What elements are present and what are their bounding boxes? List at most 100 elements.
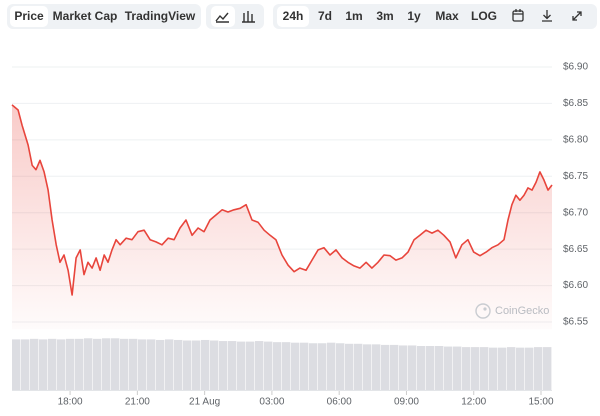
range-button[interactable]: 24h <box>283 9 304 23</box>
y-tick-label: $6.55 <box>563 317 588 328</box>
volume-bar <box>84 338 93 390</box>
range-button[interactable]: 7d <box>318 9 332 23</box>
volume-bar <box>336 343 345 390</box>
volume-bar <box>354 343 363 390</box>
volume-bar <box>246 341 255 390</box>
volume-bar <box>480 347 489 390</box>
download-icon[interactable] <box>542 10 552 22</box>
volume-bar <box>543 347 552 390</box>
volume-bar <box>300 342 309 390</box>
volume-bar <box>120 338 129 390</box>
volume-bar <box>192 340 201 390</box>
volume-bar <box>426 346 435 390</box>
range-button[interactable]: 3m <box>376 9 393 23</box>
volume-bar <box>111 338 120 390</box>
volume-bar <box>444 346 453 390</box>
volume-bar <box>228 341 237 390</box>
line-icon <box>215 12 229 23</box>
volume-bar <box>201 339 210 390</box>
volume-bar <box>489 347 498 390</box>
range-button[interactable]: LOG <box>471 9 497 23</box>
volume-bar <box>66 338 75 390</box>
volume-bar <box>390 344 399 390</box>
volume-bar <box>237 341 246 390</box>
price-line <box>11 104 553 296</box>
volume-bar <box>291 342 300 390</box>
volume-bar <box>156 339 165 390</box>
line-style-button[interactable] <box>211 6 235 27</box>
volume-bar <box>525 347 534 390</box>
volume-bar <box>516 347 525 390</box>
x-tick-label: 18:00 <box>58 397 83 408</box>
x-tick-label: 21:00 <box>125 397 150 408</box>
volume-bar <box>507 347 516 390</box>
volume-bar <box>417 346 426 390</box>
active-view-bg <box>10 6 48 27</box>
volume-bar <box>498 347 507 390</box>
volume-bar <box>39 339 48 390</box>
volume-bar <box>327 342 336 390</box>
y-tick-label: $6.85 <box>563 98 588 109</box>
volume-bar <box>462 347 471 390</box>
x-tick-label: 03:00 <box>259 397 284 408</box>
volume-bar <box>372 344 381 390</box>
volume-bar <box>174 339 183 390</box>
volume-bar <box>102 338 111 390</box>
volume-bar <box>408 345 417 390</box>
volume-bar <box>48 338 57 390</box>
volume-bar <box>210 340 219 390</box>
volume-bar <box>381 344 390 390</box>
x-tick-label: 06:00 <box>327 397 352 408</box>
volume-bar <box>165 339 174 390</box>
y-tick-label: $6.90 <box>563 62 588 73</box>
volume-bar <box>129 338 138 390</box>
x-tick-label: 09:00 <box>394 397 419 408</box>
volume-bar <box>471 347 480 390</box>
volume-bar <box>435 346 444 390</box>
view-group <box>7 4 201 29</box>
volume-bar <box>264 341 273 390</box>
watermark: CoinGecko <box>475 303 549 319</box>
volume-bar <box>183 340 192 390</box>
volume-bar <box>309 343 318 390</box>
calendar-icon[interactable] <box>512 9 524 22</box>
volume-bar <box>21 339 30 390</box>
volume-bar <box>255 341 264 390</box>
volume-bar <box>75 338 84 390</box>
y-tick-label: $6.80 <box>563 134 588 145</box>
x-tick-label: 15:00 <box>528 397 553 408</box>
volume-bar <box>318 343 327 390</box>
volume-bar <box>12 339 21 390</box>
view-button[interactable]: TradingView <box>125 9 196 23</box>
volume-bar <box>534 347 543 390</box>
x-tick-label: 12:00 <box>461 397 486 408</box>
range-button[interactable]: 1m <box>345 9 362 23</box>
volume-bar <box>399 345 408 390</box>
watermark-text: CoinGecko <box>495 305 549 317</box>
x-tick-label: 21 Aug <box>189 397 220 408</box>
expand-icon[interactable] <box>572 11 582 21</box>
volume-bar <box>147 339 156 390</box>
volume-bar <box>363 344 372 390</box>
y-tick-label: $6.75 <box>563 171 588 182</box>
volume-bar <box>57 339 66 390</box>
volume-bar <box>345 343 354 390</box>
candle-icon[interactable] <box>242 11 255 23</box>
volume-bar <box>273 342 282 390</box>
volume-bar <box>453 346 462 390</box>
volume-bar <box>30 338 39 390</box>
active-range-bg <box>277 6 309 27</box>
volume-bar <box>282 342 291 390</box>
y-tick-label: $6.65 <box>563 244 588 255</box>
view-button[interactable]: Price <box>14 9 44 23</box>
range-button[interactable]: Max <box>435 9 459 23</box>
range-button[interactable]: 1y <box>407 9 421 23</box>
y-tick-label: $6.60 <box>563 280 588 291</box>
volume-bar <box>138 339 147 390</box>
view-button[interactable]: Market Cap <box>53 9 118 23</box>
volume-bar <box>93 338 102 390</box>
volume-bar <box>219 341 228 390</box>
price-area <box>12 104 552 330</box>
y-tick-label: $6.70 <box>563 207 588 218</box>
